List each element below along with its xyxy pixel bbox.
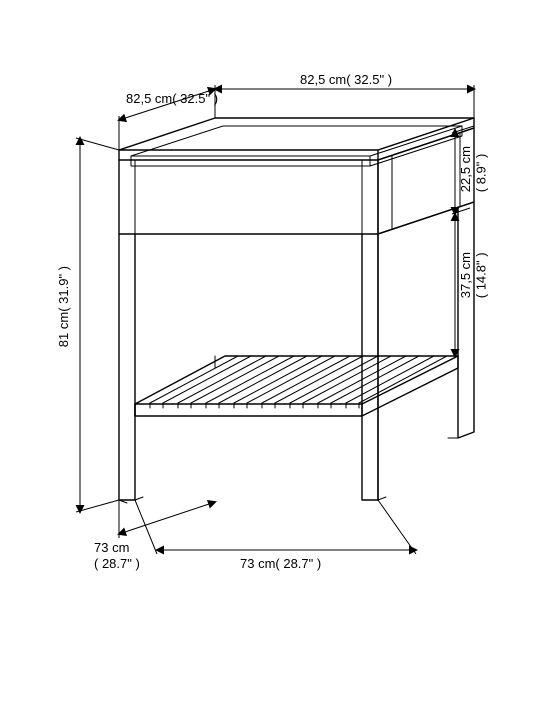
dim-front-left-val: 73 cm — [94, 540, 129, 555]
dim-depth37-val: 37,5 cm — [458, 252, 473, 298]
diagram-canvas: 82,5 cm( 32.5" ) 82,5 cm( 32.5" ) 81 cm(… — [0, 0, 540, 720]
dim-depth37: 37,5 cm ( 14.8" ) — [458, 252, 489, 298]
dim-front-right: 73 cm( 28.7" ) — [240, 556, 321, 572]
dim-height: 81 cm( 31.9" ) — [56, 266, 72, 347]
dim-front-left-sub: ( 28.7" ) — [94, 556, 140, 571]
dim-depth22: 22,5 cm ( 8.9" ) — [458, 146, 489, 192]
dim-top-right: 82,5 cm( 32.5" ) — [300, 72, 392, 88]
furniture-svg — [0, 0, 540, 720]
dim-front-left: 73 cm ( 28.7" ) — [94, 540, 140, 571]
dim-depth37-sub: ( 14.8" ) — [474, 252, 489, 298]
dim-top-left: 82,5 cm( 32.5" ) — [126, 91, 218, 107]
dim-depth22-val: 22,5 cm — [458, 146, 473, 192]
dim-depth22-sub: ( 8.9" ) — [474, 154, 489, 193]
